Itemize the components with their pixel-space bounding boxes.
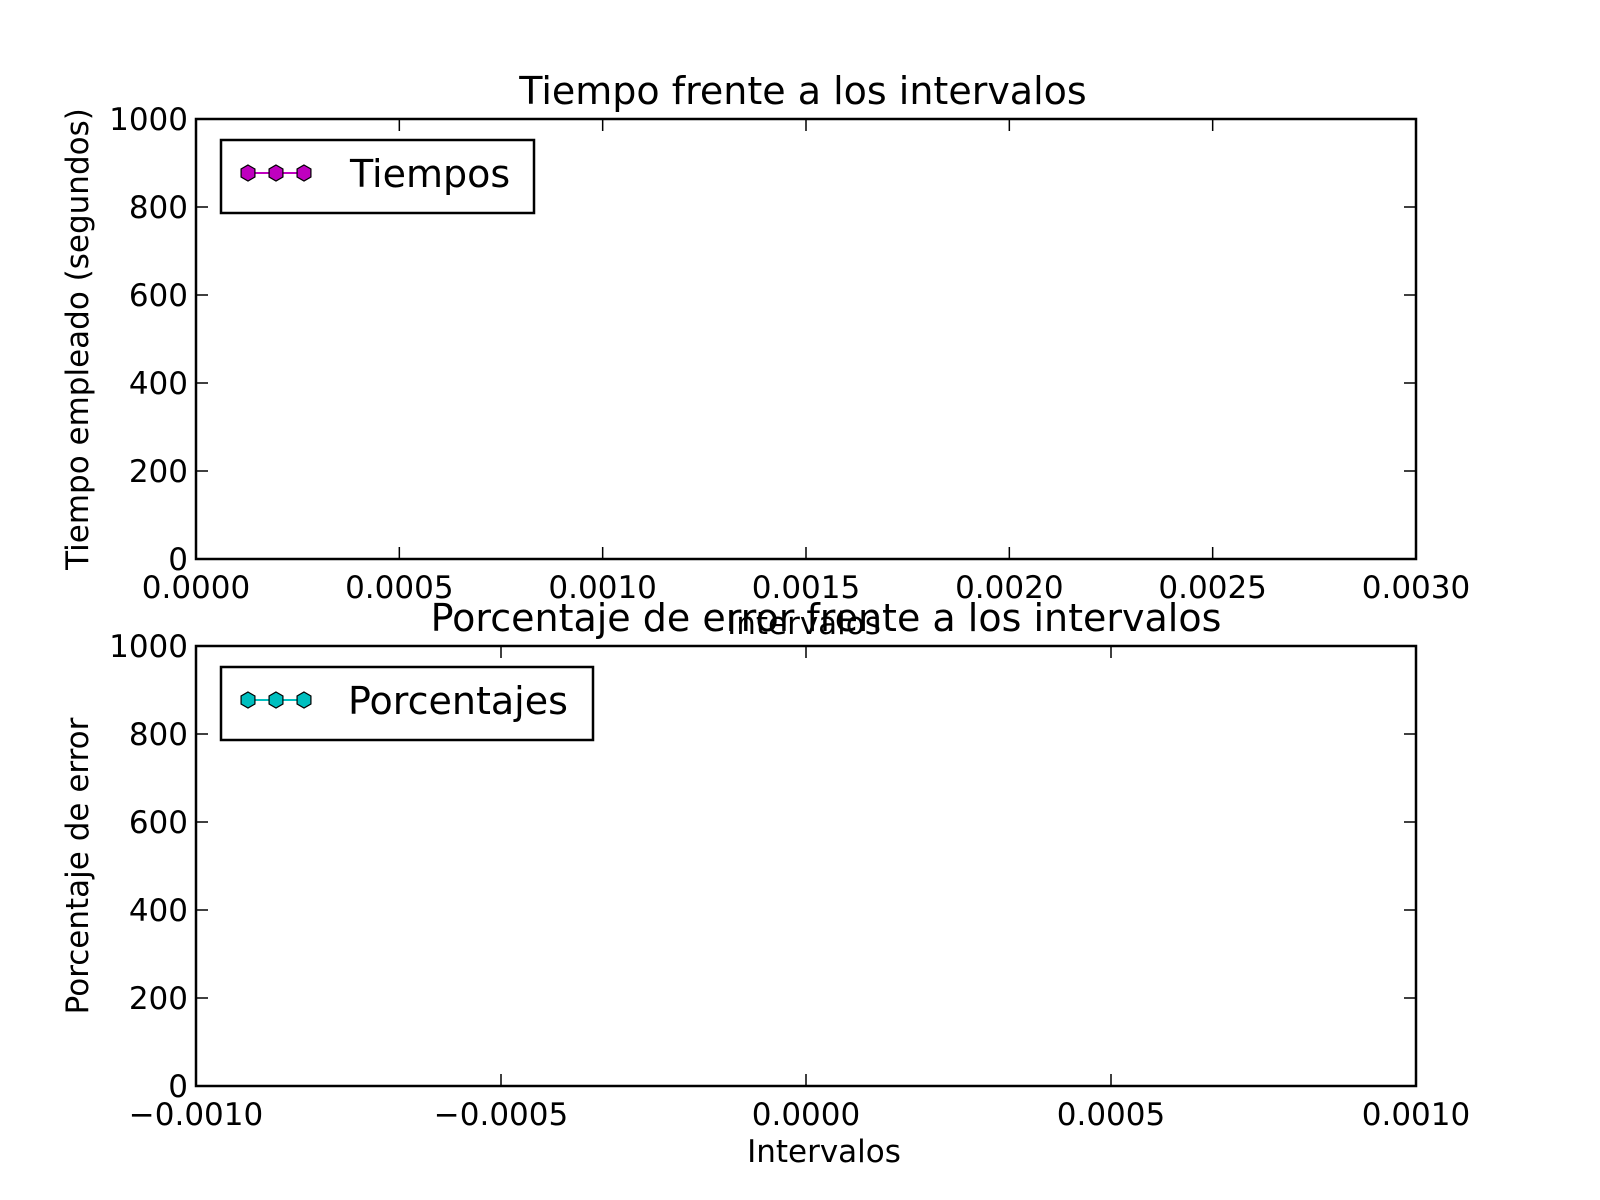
y-tick-label: 0 xyxy=(168,1069,188,1105)
plot-area-frame xyxy=(194,117,1418,561)
y-tick-label: 800 xyxy=(129,190,188,226)
y-tick-label: 200 xyxy=(129,454,188,490)
y-tick-label: 1000 xyxy=(109,629,188,665)
y-tick-label: 400 xyxy=(129,893,188,929)
x-axis-label: Intervalos xyxy=(727,606,881,642)
legend-marker-hexagon xyxy=(240,164,256,182)
x-tick-label: −0.0010 xyxy=(129,1097,263,1133)
subplot-title: Tiempo frente a los intervalos xyxy=(518,69,1086,113)
legend-box xyxy=(219,665,595,742)
y-tick-labels: 0 200 400 600 800 1000 xyxy=(109,102,188,578)
y-tick-label: 600 xyxy=(129,278,188,314)
legend-marker-group xyxy=(240,691,312,709)
legend-label-tiempos: Tiempos xyxy=(349,152,510,196)
time-subplot: Tiempo frente a los intervalos 0.0000 0.0… xyxy=(60,69,1470,642)
y-tick-label: 200 xyxy=(129,981,188,1017)
y-tick-label: 0 xyxy=(168,542,188,578)
y-tick-labels: 0 200 400 600 800 1000 xyxy=(109,629,188,1105)
plot-area-frame xyxy=(194,644,1418,1088)
x-tick-label: 0.0000 xyxy=(142,570,250,606)
legend-marker-hexagon xyxy=(240,691,256,709)
legend-marker-hexagon xyxy=(268,164,284,182)
x-tick-label: 0.0015 xyxy=(752,570,860,606)
x-tick-label: 0.0005 xyxy=(345,570,453,606)
error-subplot: −0.0010 −0.0005 0.0000 0.0005 0.0010 0 200 400… xyxy=(60,596,1470,1170)
y-axis-label: Tiempo empleado (segundos) xyxy=(60,108,96,571)
x-tick-label: 0.0010 xyxy=(548,570,656,606)
legend: Porcentajes xyxy=(219,665,595,742)
y-tick-label: 600 xyxy=(129,805,188,841)
y-tick-label: 1000 xyxy=(109,102,188,138)
legend-label-porcentajes: Porcentajes xyxy=(348,679,568,723)
subplot-title: Porcentaje de error frente a los interva… xyxy=(431,596,1222,640)
x-axis-label: Intervalos xyxy=(747,1134,901,1170)
x-tick-label: 0.0010 xyxy=(1362,1097,1470,1133)
legend-marker-group xyxy=(240,164,312,182)
x-tick-labels: −0.0010 −0.0005 0.0000 0.0005 0.0010 xyxy=(129,1097,1470,1133)
legend-marker-hexagon xyxy=(268,691,284,709)
y-tick-label: 400 xyxy=(129,366,188,402)
x-tick-label: −0.0005 xyxy=(434,1097,568,1133)
x-tick-label: 0.0020 xyxy=(955,570,1063,606)
x-tick-labels: 0.0000 0.0005 0.0010 0.0015 0.0020 0.0025 0.00… xyxy=(142,570,1470,606)
y-tick-label: 800 xyxy=(129,717,188,753)
legend-marker-hexagon xyxy=(296,164,312,182)
legend: Tiempos xyxy=(219,138,536,215)
x-tick-label: 0.0025 xyxy=(1158,570,1266,606)
x-tick-label: 0.0005 xyxy=(1057,1097,1165,1133)
x-tick-label: 0.0030 xyxy=(1362,570,1470,606)
y-axis-label: Porcentaje de error xyxy=(60,717,96,1014)
legend-marker-hexagon xyxy=(296,691,312,709)
x-tick-label: 0.0000 xyxy=(752,1097,860,1133)
